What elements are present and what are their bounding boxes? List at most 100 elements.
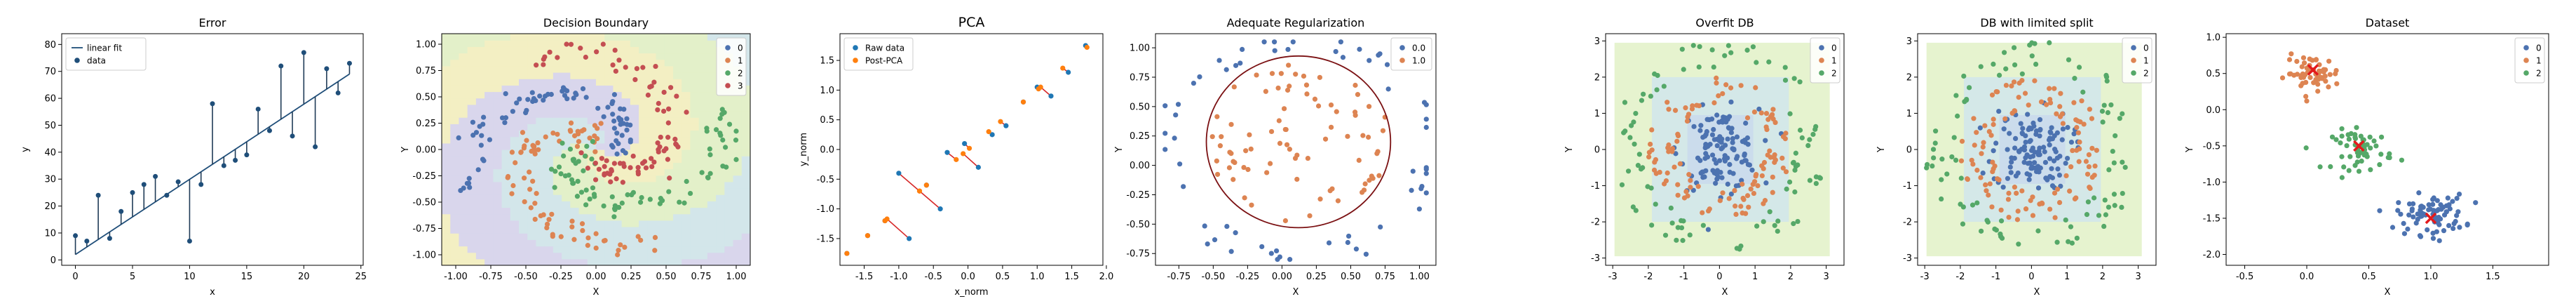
series-1-point: [2052, 215, 2058, 220]
region-cell: [630, 162, 639, 170]
region-cell: [630, 53, 639, 60]
series-2-point: [1728, 50, 1734, 55]
series-1-point: [2087, 107, 2092, 112]
region-cell: [698, 117, 708, 124]
series-2-point: [1813, 174, 1819, 180]
region-cell: [716, 124, 725, 131]
legend-marker: [2523, 58, 2529, 63]
series-1-point: [1744, 115, 1751, 121]
series-0-point: [1763, 180, 1769, 186]
region-cell: [501, 130, 511, 138]
region-cell: [442, 98, 451, 105]
series-0-point: [2019, 130, 2025, 136]
series-2-point: [1791, 221, 1796, 227]
series-2-point: [2354, 125, 2359, 131]
series-0-0-point: [1272, 48, 1277, 53]
region-cell: [604, 85, 614, 93]
series-2-point: [1649, 222, 1655, 228]
region-cell: [467, 59, 477, 67]
region-cell: [724, 156, 734, 163]
series-0-point: [2047, 135, 2053, 141]
region-cell: [484, 104, 494, 112]
region-cell: [475, 220, 485, 227]
region-cell: [536, 168, 545, 176]
region-cell: [587, 46, 597, 54]
region-cell: [484, 246, 494, 253]
region-cell: [467, 85, 477, 93]
data-point: [313, 144, 318, 149]
region-cell: [459, 91, 468, 99]
series-3-point: [594, 49, 599, 55]
series-1-point: [529, 148, 534, 154]
region-cell: [647, 72, 657, 79]
region-cell: [570, 104, 580, 112]
series-1-point: [2333, 71, 2338, 76]
region-cell: [544, 34, 554, 41]
series-0-point: [2456, 191, 2462, 197]
series-2-point: [556, 164, 562, 170]
series-0-0-point: [1418, 186, 1424, 192]
region-cell: [459, 79, 468, 86]
series-Post-PCA-point: [966, 145, 972, 151]
region-cell: [510, 130, 520, 138]
series-1-0-point: [1245, 166, 1251, 173]
series-1-point: [1974, 167, 1980, 173]
region-cell: [553, 98, 562, 105]
region-cell: [562, 53, 571, 60]
series-2-point: [2367, 134, 2373, 140]
series-0-point: [2035, 152, 2041, 157]
region-cell: [578, 156, 588, 163]
series-1-0-point: [1362, 181, 1368, 187]
region-cell: [604, 233, 614, 240]
series-0-point: [2026, 177, 2032, 182]
pca-connector: [918, 190, 941, 210]
region-cell: [596, 65, 605, 73]
x-axis-label: x: [210, 287, 215, 298]
region-cell: [475, 188, 485, 195]
region-cell: [493, 246, 503, 253]
region-cell: [604, 91, 614, 99]
series-0-point: [1695, 155, 1701, 161]
series-1-0-point: [1278, 71, 1284, 76]
region-cell: [682, 65, 691, 73]
region-cell: [510, 239, 520, 247]
region-cell: [493, 220, 503, 227]
region-cell: [604, 79, 614, 86]
region-cell: [501, 104, 511, 112]
region-cell: [613, 258, 623, 265]
series-0-0-point: [1357, 46, 1362, 52]
series-0-point: [1726, 126, 1732, 131]
series-1-point: [2071, 100, 2077, 105]
region-cell: [656, 72, 665, 79]
region-cell: [690, 227, 700, 234]
series-2-point: [1766, 59, 1772, 65]
region-cell: [690, 72, 700, 79]
region-cell: [724, 168, 734, 176]
series-2-point: [707, 146, 712, 152]
region-cell: [562, 239, 571, 247]
region-cell: [596, 130, 605, 138]
series-2-point: [2119, 204, 2124, 211]
region-cell: [501, 188, 511, 195]
region-cell: [467, 72, 477, 79]
region-cell: [682, 85, 691, 93]
region-cell: [707, 98, 717, 105]
region-cell: [484, 258, 494, 265]
chart-title: Adequate Regularization: [1227, 16, 1365, 29]
series-1-point: [571, 133, 578, 139]
region-cell: [450, 91, 460, 99]
series-0-point: [2426, 202, 2432, 208]
region-cell: [459, 220, 468, 227]
series-1-0-point: [1287, 84, 1292, 89]
region-cell: [741, 130, 750, 138]
series-2-point: [1807, 178, 1812, 183]
data-point: [266, 128, 272, 133]
series-0-point: [1739, 178, 1744, 183]
series-1-0-point: [1317, 197, 1323, 202]
region-cell: [553, 79, 562, 86]
region-cell: [493, 104, 503, 112]
series-0-0-point: [1385, 86, 1391, 92]
region-cell: [450, 181, 460, 189]
legend-box: [2514, 37, 2545, 84]
region-cell: [484, 130, 494, 138]
